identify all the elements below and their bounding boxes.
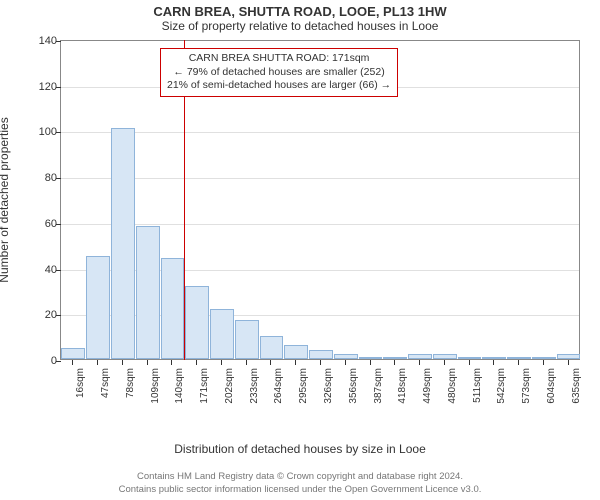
chart-area: 020406080100120140 16sqm47sqm78sqm109sqm… <box>60 40 580 410</box>
x-tick-label: 16sqm <box>75 368 86 414</box>
x-tick-label: 295sqm <box>298 368 309 414</box>
x-tick-label: 326sqm <box>323 368 334 414</box>
histogram-bar <box>359 357 383 359</box>
x-tick-mark <box>295 360 296 365</box>
x-tick-mark <box>370 360 371 365</box>
x-tick-mark <box>72 360 73 365</box>
y-tick-mark <box>56 87 61 88</box>
x-tick-label: 542sqm <box>496 368 507 414</box>
x-tick-mark <box>270 360 271 365</box>
y-tick-mark <box>56 270 61 271</box>
x-tick-mark <box>196 360 197 365</box>
histogram-bar <box>61 348 85 359</box>
histogram-bar <box>235 320 259 359</box>
histogram-bar <box>482 357 506 359</box>
x-tick-label: 511sqm <box>472 368 483 414</box>
y-tick-mark <box>56 178 61 179</box>
y-tick-label: 80 <box>25 172 57 184</box>
histogram-bar <box>309 350 333 359</box>
histogram-bar <box>458 357 482 359</box>
x-tick-mark <box>419 360 420 365</box>
y-axis-label: Number of detached properties <box>0 35 11 200</box>
histogram-bar <box>86 256 110 359</box>
histogram-bar <box>284 345 308 359</box>
x-tick-label: 78sqm <box>125 368 136 414</box>
y-tick-label: 0 <box>25 355 57 367</box>
x-tick-mark <box>469 360 470 365</box>
x-tick-mark <box>147 360 148 365</box>
page-title: CARN BREA, SHUTTA ROAD, LOOE, PL13 1HW <box>0 0 600 19</box>
callout-line3: 21% of semi-detached houses are larger (… <box>167 79 391 93</box>
x-tick-mark <box>518 360 519 365</box>
x-tick-label: 140sqm <box>174 368 185 414</box>
y-tick-label: 120 <box>25 81 57 93</box>
histogram-bar <box>210 309 234 359</box>
x-tick-mark <box>320 360 321 365</box>
x-tick-mark <box>394 360 395 365</box>
y-tick-mark <box>56 41 61 42</box>
x-tick-mark <box>246 360 247 365</box>
x-tick-label: 418sqm <box>397 368 408 414</box>
callout-box: CARN BREA SHUTTA ROAD: 171sqm ← 79% of d… <box>160 48 398 97</box>
histogram-bar <box>408 354 432 359</box>
x-tick-label: 202sqm <box>224 368 235 414</box>
histogram-bar <box>383 357 407 359</box>
y-tick-mark <box>56 315 61 316</box>
y-tick-mark <box>56 361 61 362</box>
histogram-bar <box>532 357 556 359</box>
x-tick-label: 171sqm <box>199 368 210 414</box>
x-tick-label: 233sqm <box>249 368 260 414</box>
y-tick-label: 140 <box>25 35 57 47</box>
x-tick-mark <box>122 360 123 365</box>
x-tick-label: 387sqm <box>373 368 384 414</box>
x-tick-mark <box>568 360 569 365</box>
callout-line2: ← 79% of detached houses are smaller (25… <box>167 66 391 80</box>
x-tick-mark <box>543 360 544 365</box>
histogram-bar <box>260 336 284 359</box>
x-tick-label: 109sqm <box>150 368 161 414</box>
histogram-bar <box>185 286 209 359</box>
x-tick-label: 480sqm <box>447 368 458 414</box>
x-tick-label: 604sqm <box>546 368 557 414</box>
y-tick-label: 60 <box>25 218 57 230</box>
x-axis-label: Distribution of detached houses by size … <box>0 442 600 456</box>
y-tick-label: 100 <box>25 126 57 138</box>
x-tick-mark <box>493 360 494 365</box>
x-tick-label: 47sqm <box>100 368 111 414</box>
histogram-bar <box>136 226 160 359</box>
x-tick-mark <box>221 360 222 365</box>
x-tick-mark <box>97 360 98 365</box>
gridline <box>61 178 579 179</box>
footer-line1: Contains HM Land Registry data © Crown c… <box>0 471 600 483</box>
x-tick-mark <box>345 360 346 365</box>
histogram-bar <box>111 128 135 359</box>
y-tick-mark <box>56 132 61 133</box>
histogram-bar <box>557 354 581 359</box>
histogram-bar <box>334 354 358 359</box>
callout-line1: CARN BREA SHUTTA ROAD: 171sqm <box>167 52 391 66</box>
x-tick-label: 356sqm <box>348 368 359 414</box>
x-tick-label: 635sqm <box>571 368 582 414</box>
histogram-bar <box>433 354 457 359</box>
page-subtitle: Size of property relative to detached ho… <box>0 19 600 35</box>
x-tick-label: 449sqm <box>422 368 433 414</box>
x-tick-mark <box>444 360 445 365</box>
footer-line2: Contains public sector information licen… <box>0 484 600 496</box>
y-tick-mark <box>56 224 61 225</box>
histogram-bar <box>507 357 531 359</box>
x-tick-label: 573sqm <box>521 368 532 414</box>
footer: Contains HM Land Registry data © Crown c… <box>0 471 600 496</box>
gridline <box>61 224 579 225</box>
x-tick-mark <box>171 360 172 365</box>
gridline <box>61 132 579 133</box>
y-tick-label: 40 <box>25 264 57 276</box>
x-tick-label: 264sqm <box>273 368 284 414</box>
y-tick-label: 20 <box>25 309 57 321</box>
histogram-bar <box>161 258 185 359</box>
